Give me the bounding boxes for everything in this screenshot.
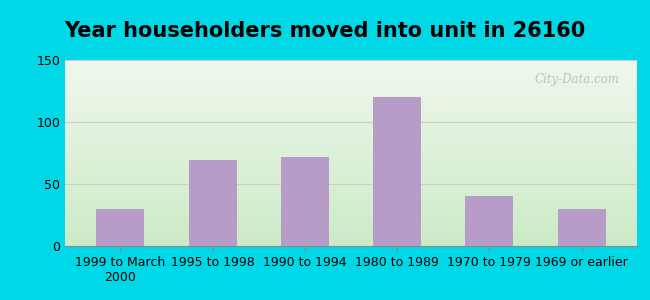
Bar — [96, 209, 144, 246]
Bar — [281, 157, 329, 246]
Bar — [188, 160, 237, 246]
Bar — [558, 209, 606, 246]
Text: Year householders moved into unit in 26160: Year householders moved into unit in 261… — [64, 21, 586, 41]
Bar — [465, 196, 514, 246]
Bar — [373, 97, 421, 246]
Text: City-Data.com: City-Data.com — [535, 73, 620, 86]
